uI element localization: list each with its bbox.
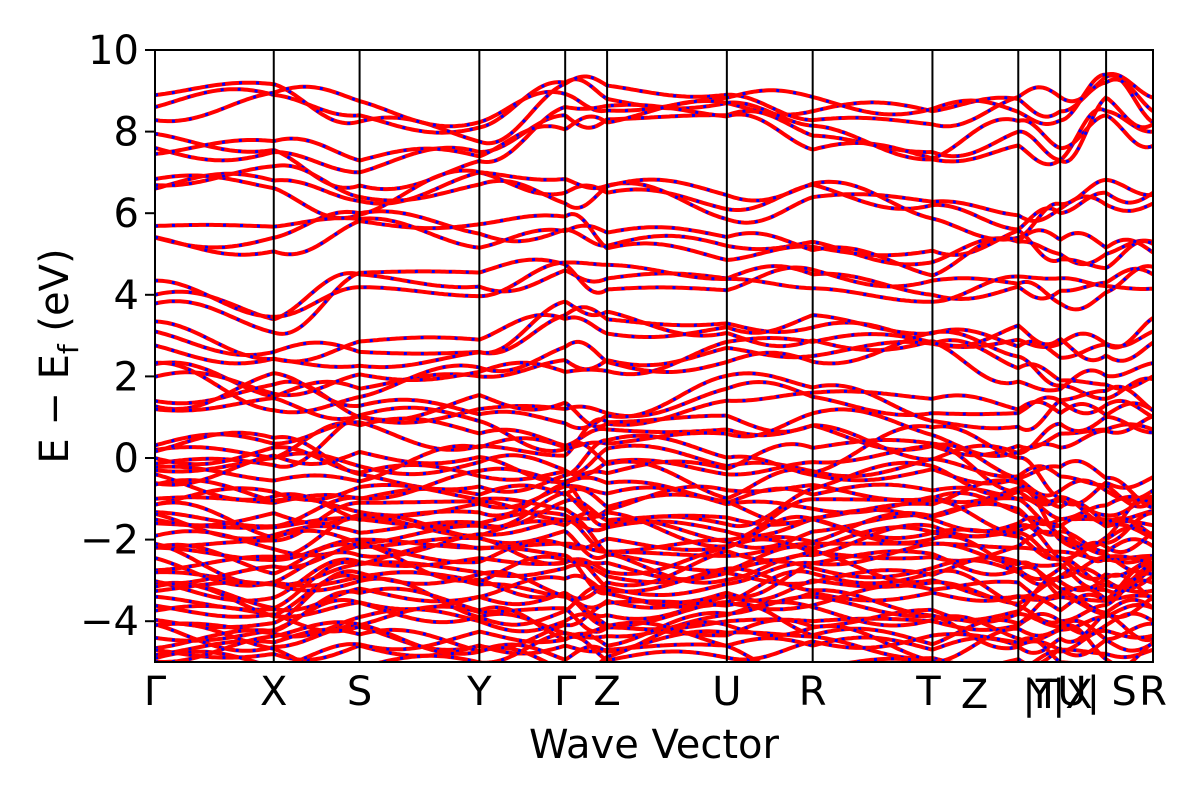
kpoint-label: Γ	[554, 669, 577, 715]
kpoint-label: Y	[466, 669, 492, 715]
band-line-red	[155, 490, 1153, 565]
band-line-red	[155, 566, 1153, 627]
kpoint-label: X	[260, 669, 287, 715]
band-line-blue	[155, 438, 1153, 507]
band-line-red	[155, 627, 1153, 662]
band-line-blue	[155, 442, 1153, 502]
band-line-red	[155, 95, 1153, 167]
band-line-blue	[155, 569, 1153, 629]
band-line-red	[155, 260, 1153, 319]
band-line-blue	[155, 72, 1153, 128]
band-line-red	[155, 586, 1153, 655]
band-line-red	[155, 379, 1153, 425]
kpoint-label: Z	[593, 669, 620, 715]
y-axis-title: E − Ef (eV)	[32, 248, 85, 463]
y-tick-label: 8	[114, 110, 139, 156]
band-line-blue	[155, 163, 1153, 242]
band-line-red	[155, 338, 1153, 399]
kpoint-lines	[272, 50, 1108, 662]
y-tick-label: −2	[80, 518, 139, 564]
kpoint-label: S	[1111, 669, 1136, 715]
band-line-red	[155, 424, 1153, 518]
y-tick-label: 2	[114, 354, 139, 400]
band-line-blue	[155, 389, 1153, 429]
band-line-blue	[155, 444, 1153, 509]
kpoint-label: U|	[1057, 669, 1100, 715]
band-line-blue	[155, 107, 1153, 174]
plot-frame	[154, 49, 1154, 663]
band-line-blue	[155, 170, 1153, 232]
band-line-blue	[155, 498, 1153, 554]
kpoint-label: S	[347, 669, 372, 715]
band-line-red	[155, 257, 1153, 336]
band-line-red	[155, 371, 1153, 433]
band-line-blue	[155, 332, 1153, 397]
band-line-red	[155, 299, 1153, 370]
band-line-red	[155, 329, 1153, 415]
band-line-blue	[155, 414, 1153, 462]
band-line-red	[155, 73, 1153, 146]
band-line-blue	[155, 497, 1153, 562]
kpoint-label: R	[799, 669, 827, 715]
kpoint-label: U	[712, 669, 741, 715]
band-line-blue	[155, 620, 1153, 662]
kpoint-label: R	[1139, 669, 1167, 715]
band-line-blue	[155, 169, 1153, 225]
y-tick-label: 6	[114, 191, 139, 237]
y-tick-label: −4	[80, 599, 139, 645]
band-line-red	[155, 525, 1153, 582]
band-line-blue	[155, 529, 1153, 574]
bands-layer	[155, 72, 1153, 662]
kpoint-label: T	[915, 669, 941, 715]
x-axis: Γ X S Y Γ Z U R T Z |TY|XU| S R	[144, 669, 1167, 718]
kpoint-label: Z	[961, 672, 988, 718]
y-tick-label: 0	[114, 436, 139, 482]
band-line-blue	[155, 549, 1153, 603]
y-tick-label: 4	[114, 273, 139, 319]
band-line-blue	[155, 305, 1153, 357]
kpoint-label: Y|X	[1027, 672, 1093, 718]
band-line-red	[155, 620, 1115, 662]
band-line-blue	[155, 472, 1153, 537]
y-tick-label: 10	[88, 28, 139, 74]
band-line-blue	[155, 461, 1153, 551]
band-line-blue	[155, 338, 1153, 399]
band-line-blue	[155, 630, 1153, 662]
band-line-blue	[155, 542, 1153, 610]
kpoint-label: |T	[1022, 672, 1060, 718]
band-line-blue	[155, 516, 1153, 589]
band-line-blue	[155, 212, 1153, 270]
band-line-blue	[155, 587, 1153, 612]
x-axis-title: Wave Vector	[529, 722, 780, 768]
band-line-red	[155, 573, 1153, 619]
band-line-red	[155, 216, 1153, 278]
band-line-red	[155, 312, 1153, 366]
y-axis: −4 −2 0 2 4 6 8 10	[80, 28, 155, 645]
band-line-blue	[155, 380, 1153, 425]
band-line-blue	[155, 300, 1153, 369]
kpoint-label: Γ	[144, 669, 167, 715]
band-line-red	[155, 264, 1153, 322]
